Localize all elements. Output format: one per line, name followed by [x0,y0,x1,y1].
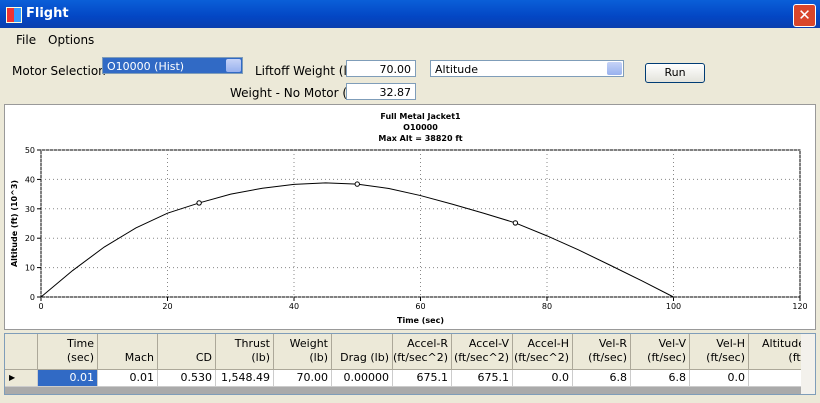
x-tick-label: 120 [792,302,807,311]
x-tick-label: 100 [666,302,681,311]
motor-combo[interactable]: O10000 (Hist) [102,57,243,74]
row-header-corner [5,334,38,370]
column-header[interactable]: Accel-H (ft/sec^2) [513,334,573,370]
header-text: (lb) [251,351,270,364]
liftoff-label: Liftoff Weight (lb) [255,64,360,78]
header-text: Time [67,337,94,350]
header-text: Accel-V [468,337,509,350]
cell[interactable]: 6.8 [573,370,631,387]
menu-item[interactable]: Options [48,33,95,47]
header-text: (ft/sec^2) [393,351,449,364]
header-text: Accel-R [407,337,448,350]
data-grid: ▶ Time (sec) 0.01 Mach 0.01 CD 0.530 Thrust (lb)… [4,333,816,395]
chart-title: Max Alt = 38820 ft [378,134,462,143]
y-tick-label: 20 [25,234,35,243]
header-text: Vel-V [658,337,686,350]
no-motor-input[interactable]: 32.87 [346,83,416,100]
title-bar: Flight ✕ [0,0,820,28]
header-text: (sec) [66,351,94,364]
chart-title: O10000 [403,123,438,132]
column-header[interactable]: Altitude (ft) [749,334,809,370]
vertical-scrollbar[interactable] [801,334,815,394]
header-text: Altitude [762,337,805,350]
motor-value: O10000 (Hist) [107,60,185,73]
column-header[interactable]: Accel-R (ft/sec^2) [393,334,452,370]
chart-panel: Full Metal Jacket1 O10000 Max Alt = 38820 … [4,104,816,330]
column-header[interactable]: Thrust (lb) [216,334,274,370]
header-text: (ft/sec) [588,351,627,364]
cell[interactable]: 70.00 [274,370,332,387]
menu-bar: File Options [0,28,820,50]
window-title: Flight [26,6,69,21]
y-tick-label: 10 [25,264,35,273]
no-motor-label: Weight - No Motor (lb) [230,86,363,100]
header-text: Vel-R [598,337,627,350]
plot-value: Altitude [435,63,478,76]
column-header[interactable]: Weight (lb) [274,334,332,370]
column-header[interactable]: Time (sec) [38,334,98,370]
header-text: (ft/sec^2) [513,351,569,364]
x-tick-label: 60 [415,302,425,311]
column-header[interactable]: Vel-V (ft/sec) [631,334,690,370]
cell[interactable]: 675.1 [393,370,452,387]
point-marker [512,220,519,226]
dropdown-arrow [226,59,241,72]
y-tick-label: 40 [25,175,35,184]
y-axis-label: Altitude (ft) (10^3) [10,180,19,267]
x-tick-label: 20 [162,302,172,311]
header-text: Thrust [234,337,270,350]
plot-combo[interactable]: Altitude [430,60,624,77]
column-header[interactable]: Accel-V (ft/sec^2) [452,334,513,370]
x-tick-label: 0 [38,302,43,311]
motor-label: Motor Selection [12,64,106,78]
chart: Full Metal Jacket1 O10000 Max Alt = 38820 … [10,112,808,325]
run-button[interactable]: Run [645,63,705,83]
header-text: Vel-H [716,337,745,350]
header-text: (ft/sec) [706,351,745,364]
menu-item[interactable]: File [16,33,37,47]
header-text: Weight [289,337,328,350]
header-text: (ft) [788,351,805,364]
cell[interactable]: 1,548.49 [216,370,274,387]
column-header[interactable]: Vel-H (ft/sec) [690,334,749,370]
point-marker [354,181,360,187]
chart-title: Full Metal Jacket1 [380,112,461,121]
close-button[interactable]: ✕ [793,4,816,27]
dropdown-arrow [607,62,622,75]
y-tick-label: 30 [25,205,35,214]
header-text: Mach [124,351,154,364]
altitude-line [40,182,674,298]
cell[interactable]: 675.1 [452,370,513,387]
header-text: Accel-H [527,337,570,350]
header-text: Drag (lb) [340,351,389,364]
column-header[interactable]: Vel-R (ft/sec) [573,334,631,370]
row-indicator: ▶ [5,370,38,387]
cell[interactable]: 0.00000 [332,370,393,387]
cell[interactable]: 6.8 [631,370,690,387]
header-text: CD [195,351,212,364]
point-marker [196,200,202,206]
header-text: (lb) [309,351,328,364]
cell[interactable]: 0.530 [158,370,216,387]
header-text: (ft/sec^2) [453,351,509,364]
header-text: (ft/sec) [647,351,686,364]
cell[interactable]: 0.01 [98,370,158,387]
cell[interactable] [749,370,809,387]
liftoff-input[interactable]: 70.00 [346,60,416,77]
app-icon [6,7,22,23]
column-header[interactable]: Drag (lb) [332,334,393,370]
x-tick-label: 40 [289,302,299,311]
cell[interactable]: 0.0 [513,370,573,387]
column-header[interactable]: Mach [98,334,158,370]
column-header[interactable]: CD [158,334,216,370]
y-tick-label: 0 [30,293,35,302]
x-axis-label: Time (sec) [397,316,444,325]
cell[interactable]: 0.0 [690,370,749,387]
y-tick-label: 50 [25,146,35,155]
x-tick-label: 80 [542,302,552,311]
cell[interactable]: 0.01 [38,370,98,387]
